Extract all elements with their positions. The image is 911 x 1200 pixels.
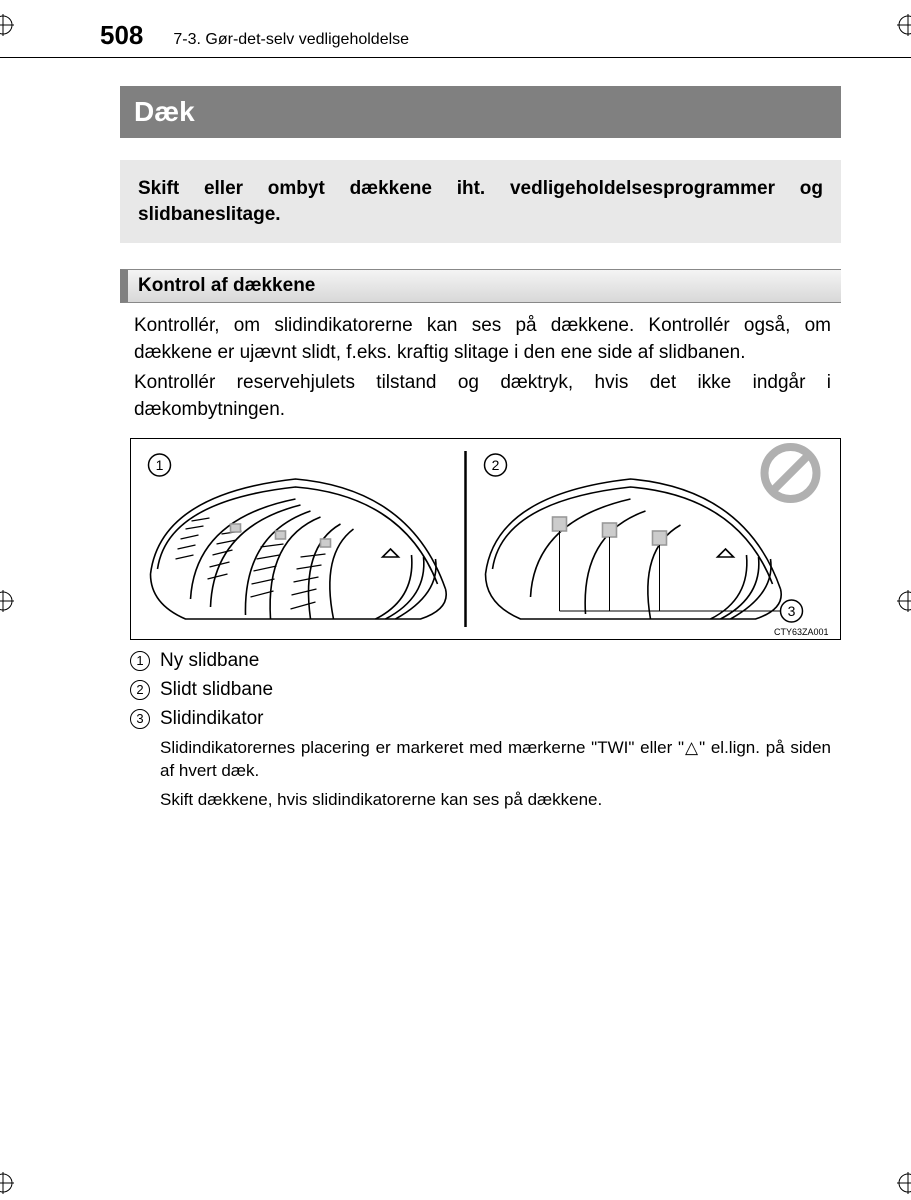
prohibit-icon	[765, 447, 817, 499]
legend-item: 1 Ny slidbane	[130, 650, 841, 672]
crop-mark	[897, 590, 911, 612]
page-header: 508 7-3. Gør-det-selv vedligeholdelse	[100, 20, 841, 51]
note: Slidindikatorernes placering er markeret…	[160, 737, 831, 783]
legend-text: Slidt slidbane	[160, 679, 273, 701]
legend-number: 2	[130, 680, 150, 700]
figure-label-3: 3	[788, 603, 796, 619]
crop-mark	[897, 1172, 911, 1194]
legend-text: Slidindikator	[160, 708, 264, 730]
figure-label-2: 2	[492, 457, 500, 473]
note: Skift dækkene, hvis slidindikatorerne ka…	[160, 789, 831, 812]
legend-item: 3 Slidindikator	[130, 708, 841, 730]
crop-mark	[0, 590, 14, 612]
section-reference: 7-3. Gør-det-selv vedligeholdelse	[173, 31, 409, 49]
paragraph: Kontrollér, om slidindikatorerne kan ses…	[134, 313, 831, 366]
page-number: 508	[100, 20, 143, 51]
figure-code: CTY63ZA001	[774, 627, 829, 637]
crop-mark	[0, 14, 14, 36]
legend-number: 3	[130, 709, 150, 729]
paragraph: Kontrollér reservehjulets tilstand og dæ…	[134, 370, 831, 423]
header-rule	[0, 57, 911, 58]
legend-text: Ny slidbane	[160, 650, 259, 672]
figure-label-1: 1	[156, 457, 164, 473]
tire-diagram-svg: 1 2 3 CTY63ZA001	[131, 439, 840, 639]
subheading: Kontrol af dækkene	[120, 269, 841, 303]
figure-legend: 1 Ny slidbane 2 Slidt slidbane 3 Slidind…	[130, 650, 841, 730]
intro-box: Skift eller ombyt dækkene iht. vedligeho…	[120, 160, 841, 243]
tire-figure: 1 2 3 CTY63ZA001	[130, 438, 841, 640]
page-title: Dæk	[120, 86, 841, 138]
crop-mark	[0, 1172, 14, 1194]
legend-number: 1	[130, 651, 150, 671]
crop-mark	[897, 14, 911, 36]
legend-item: 2 Slidt slidbane	[130, 679, 841, 701]
